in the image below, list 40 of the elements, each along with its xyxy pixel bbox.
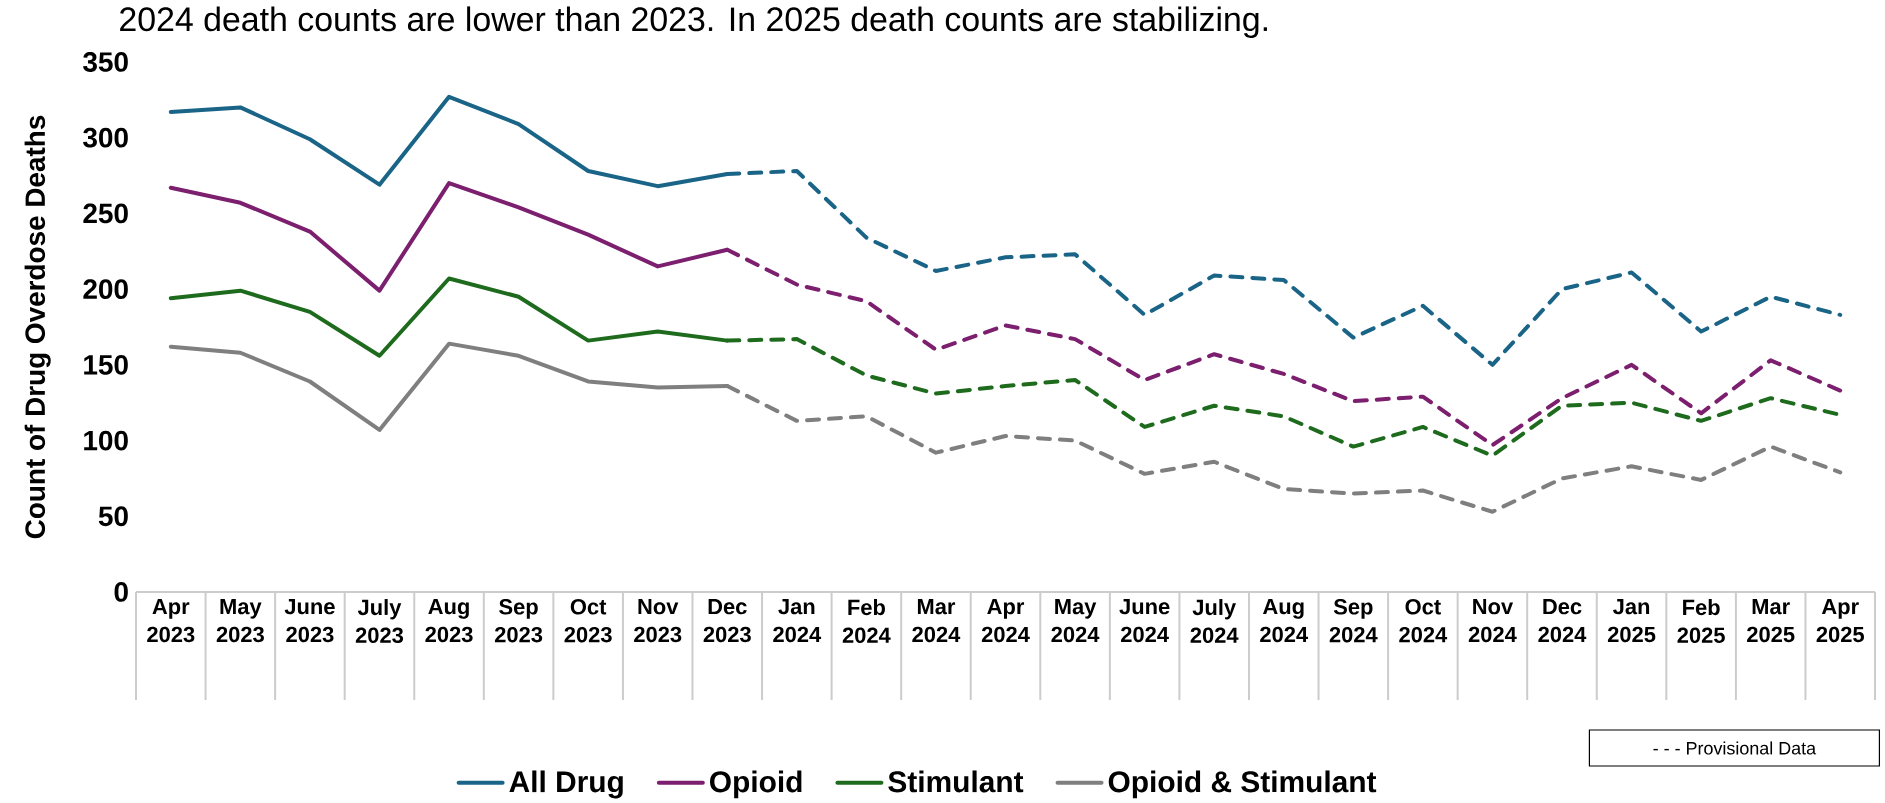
x-tick-label: July 2023 [355,599,404,644]
y-axis-title: Count of Drug Overdose Deaths [24,115,51,539]
x-tick-label: June 2024 [1119,599,1170,643]
x-tick-label: Sep 2023 [494,599,543,643]
x-tick-label: Jan 2024 [773,599,822,643]
x-tick-label: May 2023 [216,599,264,643]
x-tick-label: Dec 2023 [703,599,751,643]
x-tick-label: Sep 2024 [1329,599,1378,643]
legend-label: Opioid & Stimulant [1108,770,1377,799]
text: - - - Provisional Data [1653,741,1817,755]
x-tick-label: Feb 2024 [842,599,891,643]
y-tick-label: 250 [83,203,128,224]
y-tick-label: 0 [114,582,128,602]
x-tick-label: July 2024 [1190,599,1239,643]
x-tick-label: Apr 2025 [1816,599,1864,643]
y-tick-label: 100 [84,430,128,451]
y-tick-label: 150 [84,354,128,375]
y-tick-label: 350 [83,52,128,72]
x-tick-label: May 2024 [1051,599,1100,643]
legend-label: Stimulant [888,770,1024,793]
x-tick-label: June 2023 [284,599,335,643]
x-tick-label: Dec 2024 [1538,599,1587,643]
y-tick-label: 50 [98,506,128,527]
x-tick-label: Nov 2024 [1468,599,1517,643]
legend-label: All Drug [509,770,623,799]
x-tick-label: Mar 2025 [1747,599,1795,643]
x-tick-label: Nov 2023 [634,599,682,643]
y-tick-label: 200 [83,279,128,299]
y-tick-label: 300 [83,127,128,148]
x-tick-label: Aug 2023 [425,599,473,643]
chart-title: 2024 death counts are lower than 2023. In 2025 death counts are stabilizing. [120,6,1267,38]
x-tick-label: Mar 2024 [912,599,961,643]
x-tick-label: Aug 2024 [1260,599,1308,643]
x-tick-label: Oct 2023 [564,599,612,643]
x-tick-label: Oct 2024 [1399,599,1448,643]
x-tick-label: Apr 2024 [981,599,1030,643]
x-tick-label: Jan 2025 [1607,599,1656,643]
x-tick-label: Apr 2023 [147,599,195,643]
x-tick-label: Feb 2025 [1677,599,1725,643]
legend-label: Opioid [710,770,802,799]
